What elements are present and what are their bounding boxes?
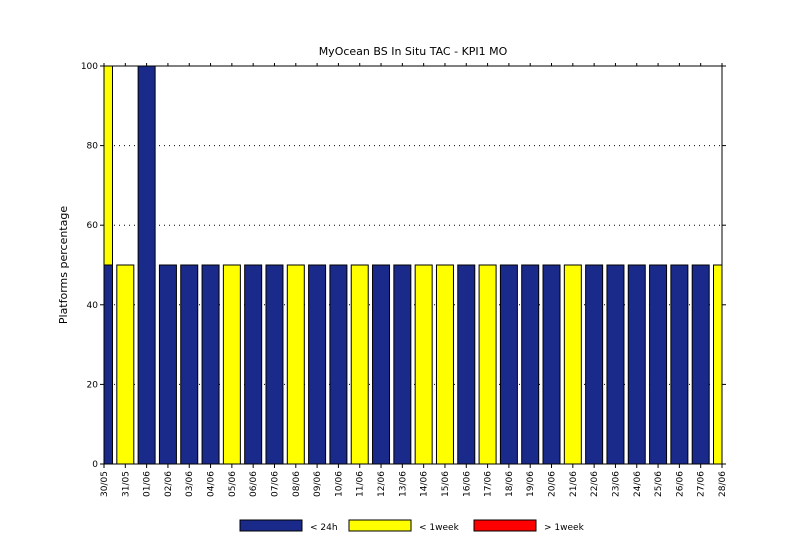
bar-segment [222, 264, 241, 465]
x-tick-label: 27/06 [697, 471, 707, 497]
bar-segment [393, 264, 412, 465]
legend-swatch [473, 519, 537, 532]
x-tick-label: 21/06 [569, 471, 579, 497]
legend: < 24h < 1week > 1week [239, 519, 585, 533]
x-tick-label: 05/06 [228, 471, 238, 497]
y-tick-label: 60 [87, 221, 99, 231]
x-tick-label: 01/06 [143, 471, 153, 497]
bar-segment [521, 264, 540, 465]
x-tick-label: 20/06 [548, 471, 558, 497]
legend-label: > 1week [544, 523, 585, 533]
bar-segment [670, 264, 689, 465]
x-tick-label: 03/06 [185, 471, 195, 497]
legend-swatch [239, 519, 303, 532]
x-tick-label: 06/06 [249, 471, 259, 497]
x-tick-label: 10/06 [334, 471, 344, 497]
y-tick-label: 0 [92, 460, 98, 470]
bar-segment [563, 264, 582, 465]
bar-segment [201, 264, 220, 465]
bar-segment [158, 264, 177, 465]
y-tick-label: 40 [87, 301, 99, 311]
plot-frame [103, 65, 723, 465]
bar-segment [265, 264, 284, 465]
x-tick-label: 12/06 [377, 471, 387, 497]
bars [103, 65, 723, 465]
x-tick-label: 04/06 [207, 471, 217, 497]
x-tick-label: 14/06 [420, 471, 430, 497]
x-tick-label: 19/06 [526, 471, 536, 497]
x-tick-label: 08/06 [292, 471, 302, 497]
bar-segment [180, 264, 199, 465]
bar-segment [103, 264, 113, 465]
legend-label: < 24h [310, 523, 338, 533]
bar-segment [457, 264, 476, 465]
x-tick-label: 17/06 [484, 471, 494, 497]
bar-segment [627, 264, 646, 465]
bar-segment [137, 65, 156, 465]
bar-segment [649, 264, 668, 465]
bar-segment [435, 264, 454, 465]
bar-segment [308, 264, 327, 465]
bar-segment [372, 264, 391, 465]
legend-label: < 1week [419, 523, 460, 533]
bar-segment [499, 264, 518, 465]
x-tick-label: 22/06 [590, 471, 600, 497]
y-tick-label: 80 [87, 142, 99, 152]
bar-segment [478, 264, 497, 465]
x-tick-label: 13/06 [398, 471, 408, 497]
bar-segment [103, 65, 113, 266]
bar-segment [286, 264, 305, 465]
x-tick-label: 25/06 [654, 471, 664, 497]
bar-segment [691, 264, 710, 465]
bar-segment [350, 264, 369, 465]
x-tick-label: 02/06 [164, 471, 174, 497]
legend-swatch [348, 519, 412, 532]
x-tick-label: 28/06 [718, 471, 728, 497]
x-tick-label: 15/06 [441, 471, 451, 497]
y-tick-label: 100 [81, 62, 98, 72]
x-tick-label: 18/06 [505, 471, 515, 497]
bar-segment [585, 264, 604, 465]
bar-segment [542, 264, 561, 465]
bar-segment [329, 264, 348, 465]
x-ticks: 30/05 31/05 01/06 02/06 03/06 04/06 05/06 06/06… [100, 63, 728, 497]
x-tick-label: 07/06 [270, 471, 280, 497]
x-tick-label: 24/06 [633, 471, 643, 497]
chart-title: MyOcean BS In Situ TAC - KPI1 MO [319, 45, 508, 58]
x-tick-label: 09/06 [313, 471, 323, 497]
y-ticks: 0 20 40 60 80 100 [81, 62, 726, 470]
x-tick-label: 23/06 [611, 471, 621, 497]
x-tick-label: 30/05 [100, 471, 110, 497]
x-tick-label: 16/06 [462, 471, 472, 497]
bar-segment [244, 264, 263, 465]
x-tick-label: 11/06 [356, 471, 366, 497]
y-tick-label: 20 [87, 380, 99, 390]
y-axis-label: Platforms percentage [57, 206, 70, 324]
x-tick-label: 26/06 [675, 471, 685, 497]
bar-segment [116, 264, 135, 465]
bar-segment [414, 264, 433, 465]
bar-segment [606, 264, 625, 465]
x-tick-label: 31/05 [121, 471, 131, 497]
bar-segment [713, 264, 723, 465]
